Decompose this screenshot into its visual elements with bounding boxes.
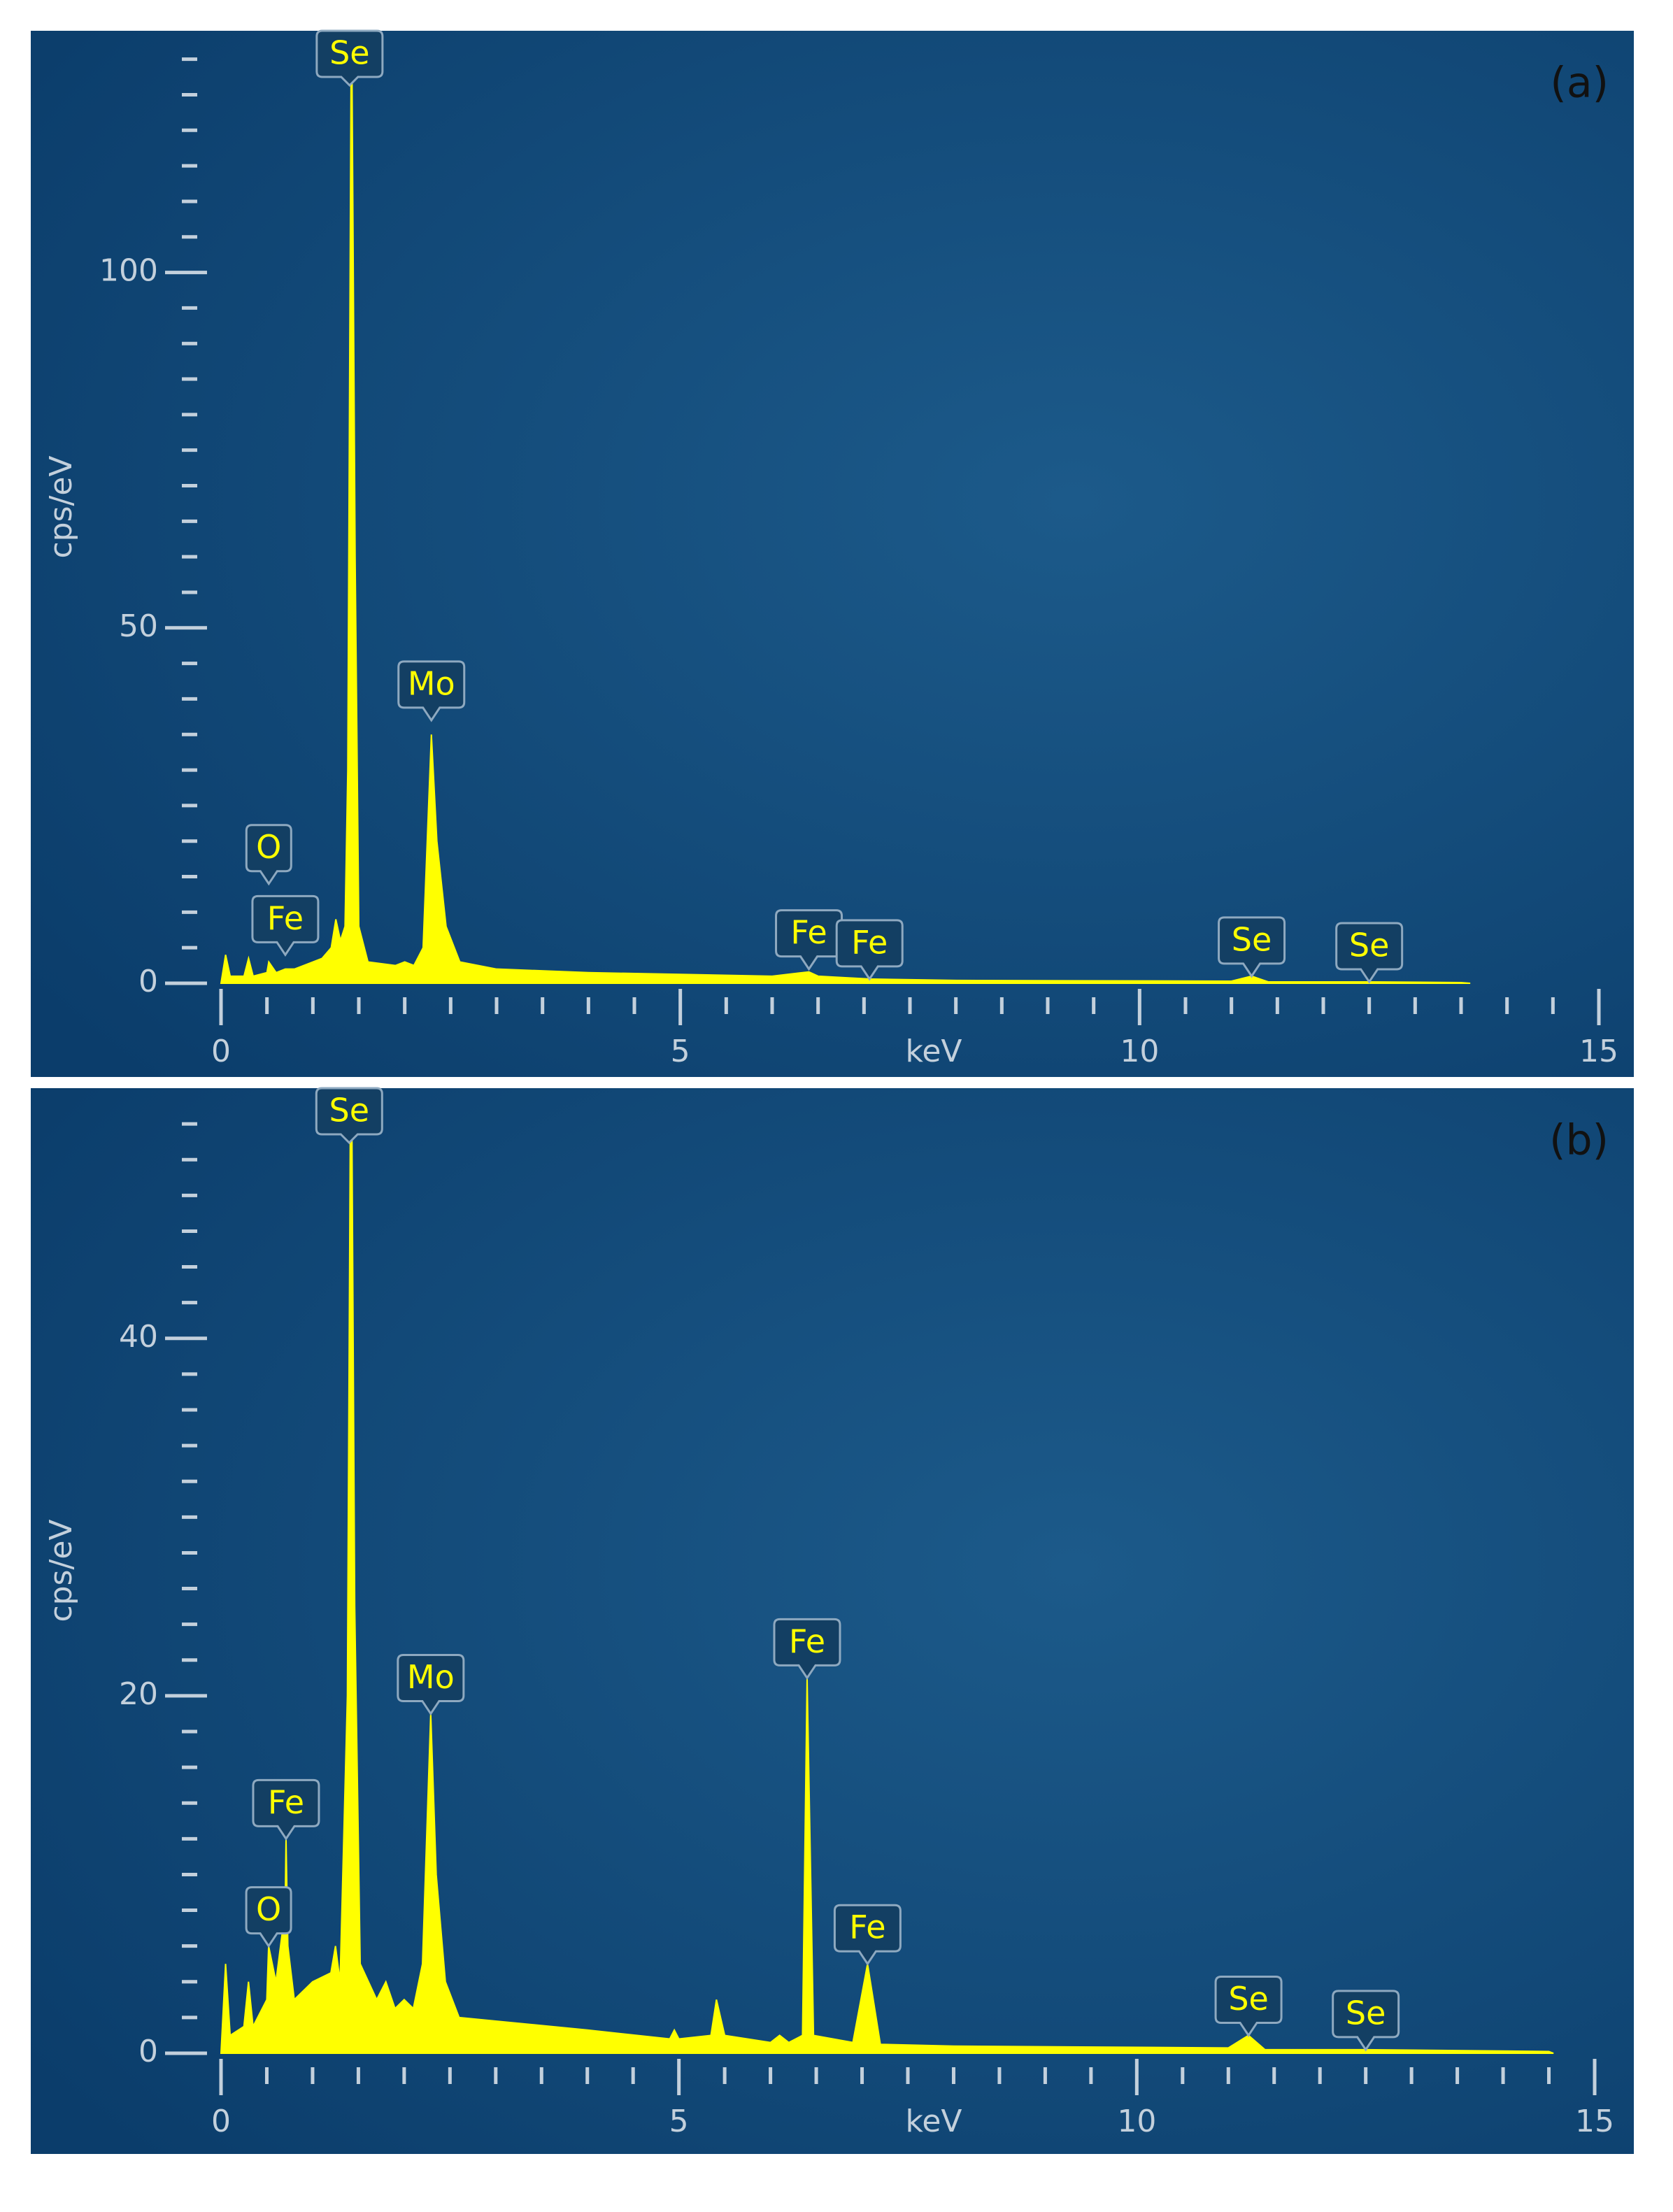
peak-label: Se xyxy=(1232,920,1272,958)
peak-marker xyxy=(775,909,843,971)
x-axis-label: keV xyxy=(905,2104,962,2139)
x-tick-label: 5 xyxy=(669,2104,689,2139)
peak-marker xyxy=(835,919,904,981)
x-tick-label: 15 xyxy=(1579,1034,1618,1069)
peak-marker xyxy=(245,1886,292,1948)
peak-marker xyxy=(1218,916,1286,978)
plot-area xyxy=(220,31,1471,984)
panel-label: (a) xyxy=(1550,59,1609,108)
peak-label: O xyxy=(256,1890,281,1928)
peak-marker xyxy=(251,894,320,957)
peak-label: Se xyxy=(329,1092,370,1129)
peak-marker xyxy=(315,29,384,87)
peak-label: Se xyxy=(1228,1980,1269,2018)
peak-label: Se xyxy=(329,34,370,72)
x-tick-label: 0 xyxy=(211,2104,231,2139)
peak-marker xyxy=(252,1778,320,1841)
x-axis-label: keV xyxy=(905,1034,962,1069)
peak-label: Mo xyxy=(408,664,455,702)
y-tick-label: 0 xyxy=(138,2034,158,2069)
peak-marker xyxy=(773,1618,841,1681)
peak-marker xyxy=(245,824,292,886)
peak-label: Fe xyxy=(268,1783,304,1821)
x-tick-label: 5 xyxy=(671,1034,690,1069)
peak-label: Fe xyxy=(849,1908,885,1946)
x-tick-label: 10 xyxy=(1120,1034,1159,1069)
peak-marker xyxy=(397,660,466,722)
peak-label: Fe xyxy=(851,923,888,961)
peak-marker xyxy=(1214,1975,1283,2038)
peak-label: Fe xyxy=(789,1622,825,1660)
peak-label: O xyxy=(256,828,281,866)
peak-marker xyxy=(1335,922,1404,984)
peak-marker xyxy=(1332,1990,1400,2052)
panel-label: (b) xyxy=(1549,1116,1609,1165)
y-tick-label: 50 xyxy=(119,608,158,644)
y-tick-label: 20 xyxy=(119,1676,158,1712)
x-tick-label: 10 xyxy=(1117,2104,1156,2139)
peak-label: Fe xyxy=(790,913,827,951)
y-axis-label: cps/eV xyxy=(43,1519,79,1622)
y-axis-label: cps/eV xyxy=(43,455,79,558)
peak-label: Fe xyxy=(267,899,304,937)
y-tick-label: 40 xyxy=(119,1319,158,1355)
peak-label: Se xyxy=(1349,926,1390,964)
peak-marker xyxy=(315,1087,383,1145)
y-tick-label: 0 xyxy=(138,964,158,999)
peak-marker xyxy=(833,1904,902,1966)
peak-label: Mo xyxy=(407,1658,455,1696)
x-tick-label: 15 xyxy=(1575,2104,1614,2139)
spectrum-area xyxy=(220,31,1471,984)
peak-label: Se xyxy=(1346,1994,1386,2032)
x-tick-label: 0 xyxy=(211,1034,231,1069)
peak-marker xyxy=(397,1653,465,1716)
y-tick-label: 100 xyxy=(99,253,158,289)
